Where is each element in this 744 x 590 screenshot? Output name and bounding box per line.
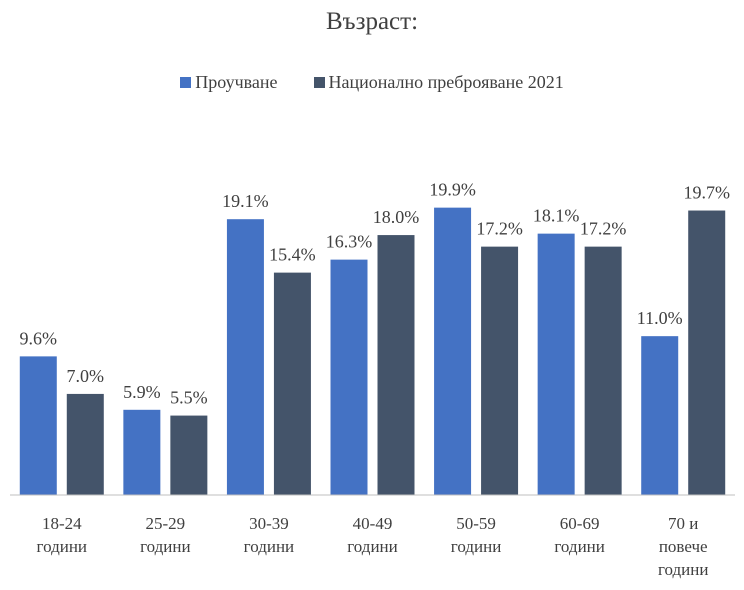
bar xyxy=(584,246,622,495)
legend: Проучване Национално преброяване 2021 xyxy=(0,72,744,93)
bar xyxy=(641,336,679,495)
data-label: 16.3% xyxy=(326,232,373,252)
bar xyxy=(537,233,575,496)
bar xyxy=(481,246,519,495)
bar xyxy=(434,207,472,496)
data-label: 5.5% xyxy=(170,388,208,408)
data-label: 11.0% xyxy=(637,308,683,328)
bar xyxy=(66,393,104,495)
data-label: 18.1% xyxy=(533,206,580,226)
data-label: 19.1% xyxy=(222,191,269,211)
data-label: 17.2% xyxy=(476,219,523,239)
legend-swatch xyxy=(313,77,325,88)
data-label: 18.0% xyxy=(373,207,420,227)
x-tick-label: 70 и повече години xyxy=(657,514,709,579)
legend-item: Национално преброяване 2021 xyxy=(313,72,564,93)
legend-swatch xyxy=(180,77,192,88)
x-tick-label: 18-24 години xyxy=(36,514,88,556)
bar xyxy=(123,409,161,495)
bar xyxy=(226,219,264,496)
x-tick-label: 50-59 години xyxy=(450,514,502,556)
bar xyxy=(330,259,368,495)
bar xyxy=(377,235,415,495)
bar xyxy=(273,272,311,495)
x-tick-label: 40-49 години xyxy=(347,514,398,556)
chart-title: Възраст: xyxy=(325,8,419,35)
legend-label: Проучване xyxy=(195,72,278,92)
bar xyxy=(170,415,208,495)
data-label: 9.6% xyxy=(20,328,58,348)
x-tick-label: 25-29 години xyxy=(140,514,191,556)
data-label: 5.9% xyxy=(123,382,161,402)
x-tick-label: 30-39 години xyxy=(243,514,295,556)
data-label: 15.4% xyxy=(269,245,316,265)
bar xyxy=(688,210,726,496)
bar xyxy=(19,356,57,495)
x-tick-label: 60-69 години xyxy=(554,514,605,556)
data-label: 17.2% xyxy=(580,219,627,239)
data-label: 7.0% xyxy=(67,366,105,386)
data-label: 19.9% xyxy=(429,180,476,200)
data-label: 19.7% xyxy=(683,183,730,203)
legend-label: Национално преброяване 2021 xyxy=(328,72,564,92)
legend-item: Проучване xyxy=(180,72,278,93)
